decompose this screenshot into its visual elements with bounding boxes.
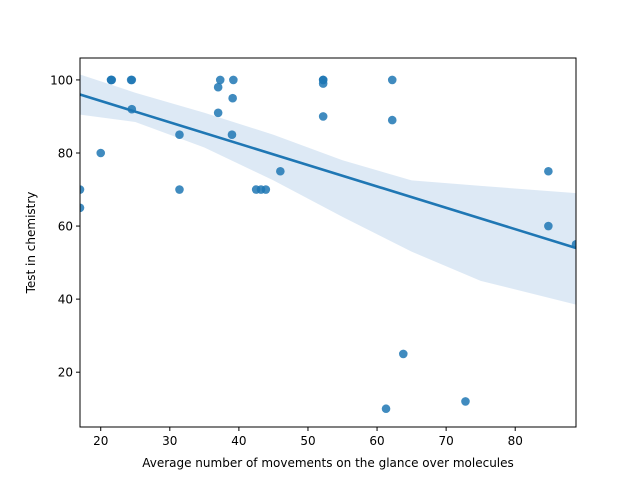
- data-point-5: [107, 75, 117, 85]
- y-tick-label-100: 100: [50, 73, 73, 87]
- data-point-15: [228, 93, 237, 103]
- data-points: [80, 75, 576, 414]
- y-axis-label: Test in chemistry: [24, 192, 38, 295]
- data-point-1: [80, 203, 85, 213]
- data-point-7: [127, 75, 137, 85]
- y-tick-label-20: 20: [58, 366, 73, 380]
- data-point-0: [80, 185, 85, 194]
- x-tick-label-80: 80: [508, 434, 523, 448]
- data-point-12: [213, 108, 223, 118]
- x-axis-label: Average number of movements on the glanc…: [142, 456, 514, 470]
- x-axis: 20 30 40 50 60 70 80: [93, 427, 523, 448]
- data-point-9: [175, 130, 184, 140]
- data-point-14: [227, 130, 237, 140]
- data-point-29: [461, 397, 470, 406]
- x-tick-label-60: 60: [369, 434, 384, 448]
- data-point-23: [318, 79, 328, 88]
- data-point-26: [387, 75, 397, 85]
- data-point-20: [276, 166, 285, 176]
- x-tick-label-40: 40: [231, 434, 246, 448]
- x-tick-label-50: 50: [300, 434, 315, 448]
- data-point-30: [544, 166, 553, 176]
- data-point-2: [96, 148, 106, 158]
- data-point-25: [381, 404, 391, 414]
- y-tick-label-60: 60: [58, 220, 73, 234]
- data-point-28: [398, 349, 408, 359]
- y-tick-label-40: 40: [58, 293, 73, 307]
- regression-line: [80, 93, 576, 250]
- data-point-19: [261, 185, 271, 194]
- x-tick-label-20: 20: [93, 434, 108, 448]
- data-point-8: [127, 104, 137, 114]
- x-tick-label-30: 30: [162, 434, 177, 448]
- plot-layer: [80, 74, 576, 414]
- data-point-10: [175, 185, 184, 194]
- x-tick-label-70: 70: [438, 434, 453, 448]
- data-point-24: [318, 112, 328, 121]
- data-point-32: [571, 240, 576, 249]
- data-point-11: [213, 82, 223, 92]
- y-tick-label-80: 80: [58, 146, 73, 160]
- data-point-16: [229, 75, 238, 85]
- data-point-27: [387, 115, 397, 125]
- y-axis: 20 40 60 80 100: [50, 73, 80, 380]
- data-point-31: [544, 221, 553, 231]
- plot-frame: [79, 57, 577, 428]
- data-point-13: [215, 75, 225, 85]
